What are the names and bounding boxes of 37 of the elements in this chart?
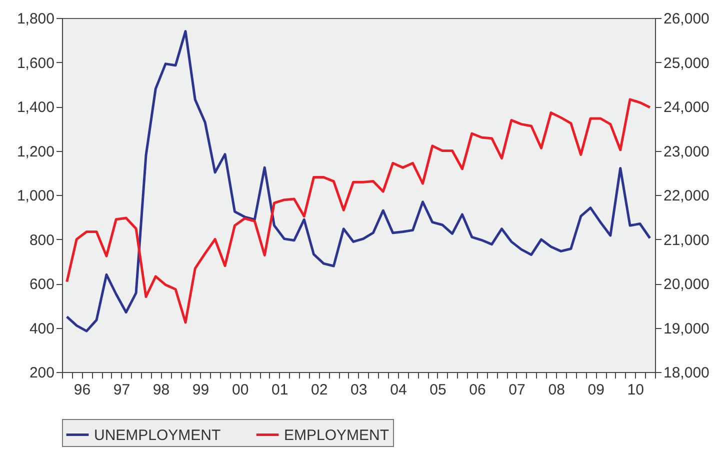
y-tick-label: 1,800: [16, 10, 54, 28]
legend-label: EMPLOYMENT: [284, 426, 390, 444]
y-tick-label: 1,400: [16, 99, 54, 116]
x-tick-label: 98: [152, 382, 170, 398]
y2-tick-label: 24,000: [664, 99, 710, 116]
y-tick-label: 600: [29, 276, 54, 293]
legend-label: UNEMPLOYMENT: [94, 426, 221, 444]
line-series: [66, 98, 652, 324]
y2-tick-label: 26,000: [664, 10, 710, 28]
x-tick-label: 07: [508, 382, 526, 398]
x-tick-label: 03: [350, 382, 368, 398]
y-tick-label: 800: [29, 232, 54, 249]
y2-tick-label: 18,000: [664, 364, 710, 382]
y-tick-label: 1,600: [16, 54, 54, 72]
y2-tick-label: 22,000: [664, 188, 710, 204]
x-tick-label: 08: [548, 382, 565, 398]
x-tick-label: 96: [74, 382, 91, 398]
x-tick-label: 06: [469, 382, 486, 398]
x-tick-label: 09: [588, 382, 604, 398]
x-tick-label: 97: [113, 382, 130, 398]
y2-tick-label: 23,000: [664, 143, 710, 160]
y2-tick-label: 25,000: [664, 54, 710, 72]
y2-tick-label: 20,000: [664, 276, 710, 293]
y-tick-label: 1,200: [16, 143, 54, 160]
x-tick-label: 99: [192, 382, 210, 398]
y-tick-label: 200: [29, 364, 54, 382]
y-tick-label: 400: [29, 320, 54, 338]
y2-tick-label: 21,000: [664, 232, 710, 249]
x-tick-label: 00: [232, 382, 249, 398]
x-tick-label: 01: [271, 382, 288, 398]
y-tick-label: 1,000: [16, 188, 54, 204]
x-tick-label: 05: [430, 382, 446, 398]
y2-tick-label: 19,000: [664, 320, 710, 338]
x-tick-label: 04: [390, 382, 407, 398]
x-tick-label: 10: [627, 382, 644, 398]
line-series: [66, 30, 652, 332]
x-tick-label: 02: [310, 382, 328, 398]
